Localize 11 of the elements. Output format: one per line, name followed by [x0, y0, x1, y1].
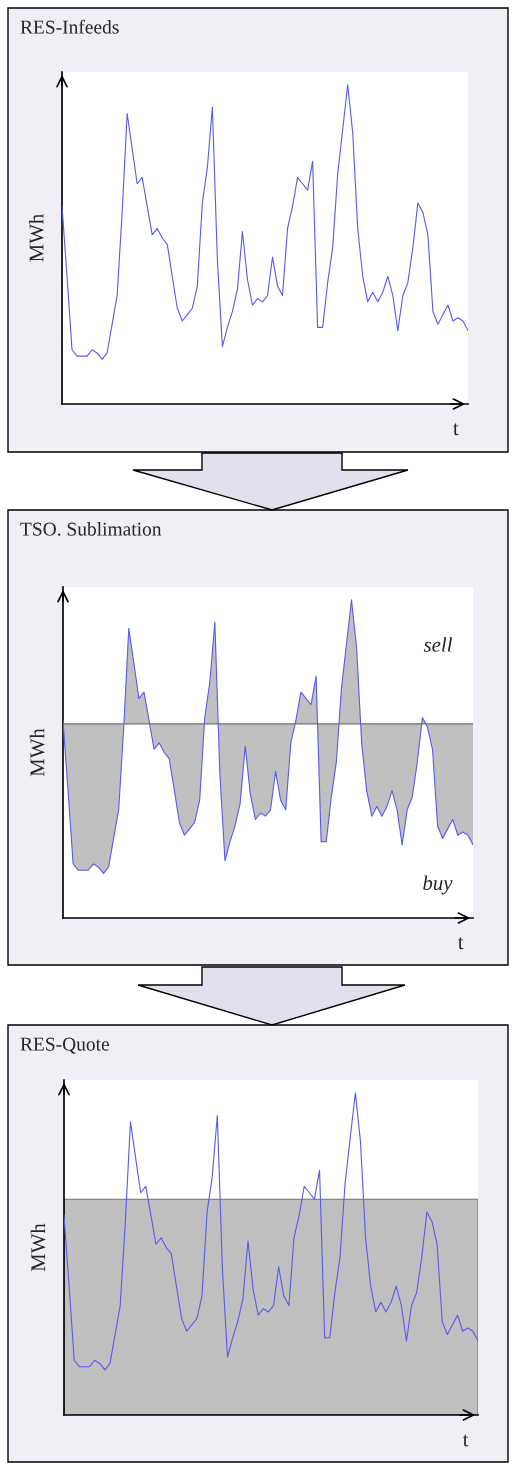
y-axis-title: MWh [29, 728, 45, 777]
x-axis-title: t [453, 423, 459, 436]
y-axis-title: MWh [28, 213, 44, 262]
chart-title: RES-Infeeds [20, 19, 119, 34]
annotation: buy [423, 875, 453, 895]
chart-title: RES-Quote [20, 1037, 109, 1054]
x-axis-title: t [462, 1434, 469, 1447]
y-axis-title: MWh [30, 1223, 46, 1272]
annotation: sell [423, 637, 453, 652]
x-axis-title: t [458, 937, 464, 950]
chart-title: TSO. Sublimation [20, 522, 162, 536]
